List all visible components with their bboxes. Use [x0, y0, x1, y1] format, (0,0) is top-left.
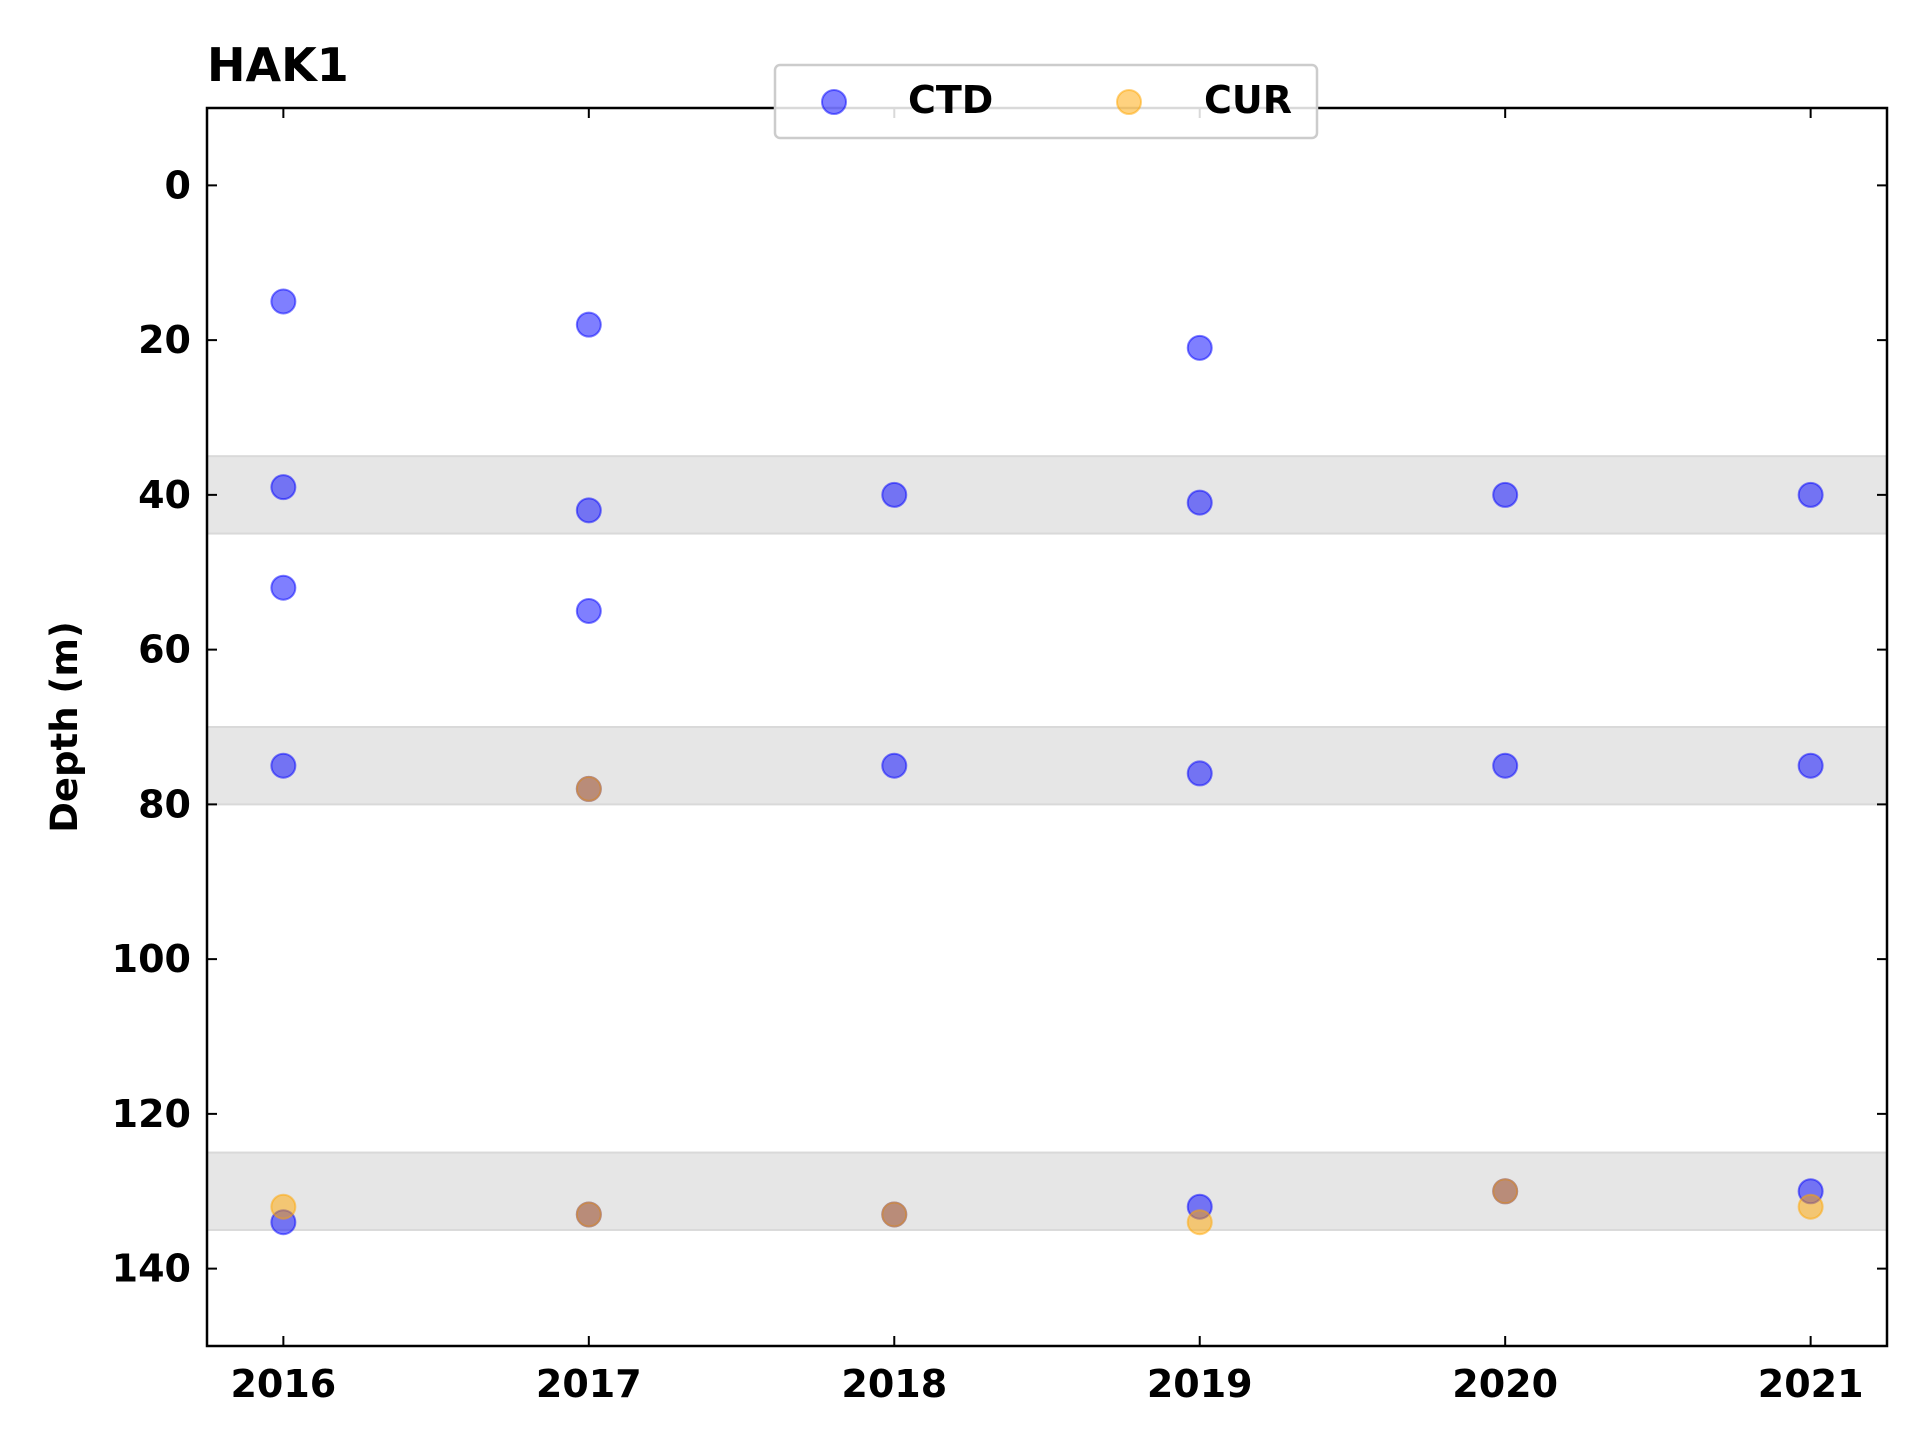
depth-band-0	[206, 455, 1888, 535]
point-cur-1	[575, 775, 602, 802]
legend-marker-cur	[1116, 89, 1142, 115]
depth-bands	[206, 455, 1888, 1231]
x-tick-label-4: 2020	[1452, 1362, 1558, 1406]
point-ctd-14	[1186, 489, 1213, 516]
point-ctd-17	[1492, 481, 1519, 508]
x-tick-label-3: 2019	[1147, 1362, 1253, 1406]
legend: CTD CUR	[773, 63, 1319, 140]
y-tick-label-0: 0	[165, 163, 191, 207]
y-axis-label: Depth (m)	[43, 621, 86, 833]
x-tick-label-5: 2021	[1758, 1362, 1864, 1406]
point-ctd-21	[1797, 752, 1824, 779]
x-tick-label-0: 2016	[230, 1362, 336, 1406]
data-points	[270, 288, 1824, 1236]
y-tick-label-2: 40	[138, 473, 191, 517]
point-ctd-15	[1186, 760, 1213, 787]
point-ctd-7	[575, 597, 602, 624]
legend-marker-ctd	[821, 89, 847, 115]
point-cur-0	[270, 1193, 297, 1220]
y-tick-label-6: 120	[112, 1092, 191, 1136]
x-tick-label-2: 2018	[841, 1362, 947, 1406]
y-tick-label-5: 100	[112, 937, 191, 981]
legend-box	[773, 63, 1319, 140]
point-ctd-11	[881, 752, 908, 779]
point-ctd-6	[575, 497, 602, 524]
point-ctd-5	[575, 311, 602, 338]
point-ctd-18	[1492, 752, 1519, 779]
point-ctd-13	[1186, 334, 1213, 361]
point-ctd-0	[270, 288, 297, 315]
depth-band-2	[206, 1151, 1888, 1231]
y-tick-label-3: 60	[138, 628, 191, 672]
y-tick-label-4: 80	[138, 782, 191, 826]
x-tick-label-1: 2017	[536, 1362, 642, 1406]
point-cur-5	[1492, 1178, 1519, 1205]
point-ctd-20	[1797, 481, 1824, 508]
point-ctd-1	[270, 474, 297, 501]
chart-title: HAK1	[207, 38, 349, 92]
y-tick-label-1: 20	[138, 318, 191, 362]
point-ctd-2	[270, 574, 297, 601]
point-cur-4	[1186, 1209, 1213, 1236]
point-ctd-10	[881, 481, 908, 508]
point-cur-2	[575, 1201, 602, 1228]
axis-ticks: 2016 2017 2018 2019 2020 2021 0 20 40 60 80 100 120 1…	[112, 108, 1887, 1406]
point-cur-3	[881, 1201, 908, 1228]
y-tick-label-7: 140	[112, 1247, 191, 1291]
legend-label-cur: CUR	[1204, 78, 1292, 122]
point-ctd-3	[270, 752, 297, 779]
depth-band-1	[206, 726, 1888, 806]
legend-label-ctd: CTD	[908, 78, 993, 122]
point-cur-6	[1797, 1193, 1824, 1220]
